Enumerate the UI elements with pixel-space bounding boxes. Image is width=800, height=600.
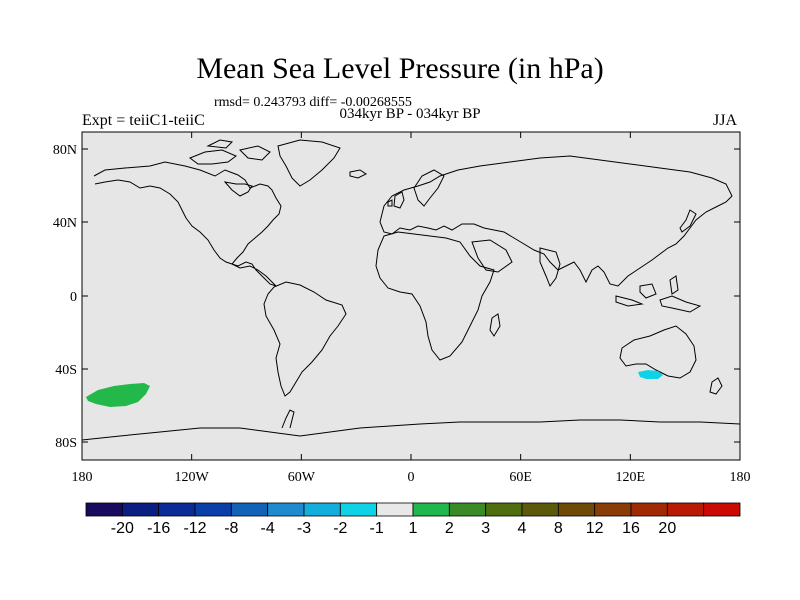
africa-coast — [375, 231, 495, 361]
colorbar-swatch — [557, 502, 596, 517]
lat-tick-label: 80S — [55, 436, 77, 451]
colorbar-label: 16 — [622, 520, 640, 537]
colorbar-swatch — [485, 502, 523, 517]
map-title: Mean Sea Level Pressure (in hPa) — [196, 52, 604, 85]
colorbar-swatch — [594, 502, 632, 517]
colorbar — [85, 502, 741, 517]
colorbar-swatch — [412, 502, 450, 517]
lon-tick-label: 0 — [408, 470, 415, 485]
anomaly-south-of-australia — [638, 370, 663, 379]
colorbar-label: 12 — [586, 520, 604, 537]
new-zealand — [709, 377, 723, 395]
colorbar-swatch — [521, 502, 559, 517]
north-america-coast — [93, 161, 282, 287]
colorbar-label: 3 — [481, 520, 490, 537]
latitude-axis: 80N 40N 0 40S 80S — [53, 143, 740, 451]
longitude-axis: 180 120W 60W 0 60E 120E 180 — [72, 132, 751, 485]
indonesia — [615, 275, 702, 313]
eurasia-coast — [379, 155, 733, 287]
greenland — [277, 139, 341, 187]
lat-tick-label: 40S — [55, 363, 77, 378]
colorbar-label: -4 — [261, 520, 275, 537]
colorbar-swatch — [230, 502, 269, 517]
colorbar-swatch — [703, 502, 741, 517]
coastlines — [81, 139, 741, 441]
colorbar-label: -1 — [370, 520, 384, 537]
colorbar-swatch — [267, 502, 305, 517]
anomaly-south-pacific — [86, 383, 150, 407]
colorbar-label: 2 — [445, 520, 454, 537]
antarctic-peninsula — [281, 409, 295, 429]
south-america-coast — [263, 281, 347, 397]
lat-tick-label: 80N — [53, 143, 77, 158]
lat-tick-label: 0 — [70, 290, 77, 305]
lon-tick-label: 120E — [616, 470, 646, 485]
colorbar-swatch — [85, 502, 123, 517]
rmsd-stats: rmsd= 0.243793 diff= -0.00268555 — [214, 95, 412, 110]
colorbar-swatch — [158, 502, 196, 517]
colorbar-label: -20 — [111, 520, 134, 537]
lon-tick-label: 60W — [288, 470, 316, 485]
antarctica — [81, 419, 741, 441]
colorbar-swatch — [666, 502, 705, 517]
colorbar-swatch — [448, 502, 487, 517]
arabia — [471, 239, 513, 273]
scandinavia — [413, 169, 445, 207]
lon-tick-label: 180 — [730, 470, 751, 485]
colorbar-swatch — [630, 502, 668, 517]
colorbar-swatch — [194, 502, 232, 517]
british-isles — [387, 191, 405, 209]
period-subtitle: 034kyr BP - 034kyr BP — [339, 106, 481, 122]
colorbar-swatch — [376, 502, 414, 517]
japan — [679, 209, 697, 233]
colorbar-label: 8 — [554, 520, 563, 537]
arctic-islands — [188, 139, 271, 165]
lat-tick-label: 40N — [53, 216, 77, 231]
colorbar-label: -16 — [147, 520, 170, 537]
colorbar-label: -12 — [183, 520, 206, 537]
colorbar-label: 1 — [409, 520, 418, 537]
map-panel — [82, 132, 740, 460]
iceland — [349, 169, 367, 179]
experiment-label: Expt = teiiC1-teiiC — [82, 112, 205, 129]
madagascar — [489, 313, 501, 337]
colorbar-labels: -20 -16 -12 -8 -4 -3 -2 -1 1 2 3 4 8 12 16 20 — [111, 520, 677, 537]
lon-tick-label: 60E — [509, 470, 532, 485]
season-label: JJA — [713, 112, 738, 129]
lon-tick-label: 180 — [72, 470, 93, 485]
colorbar-label: -8 — [224, 520, 238, 537]
hudson-bay — [223, 181, 253, 197]
colorbar-label: -3 — [297, 520, 311, 537]
lon-tick-label: 120W — [175, 470, 210, 485]
colorbar-label: 4 — [518, 520, 527, 537]
colorbar-swatch — [303, 502, 341, 517]
colorbar-label: -2 — [333, 520, 347, 537]
india — [539, 247, 561, 288]
colorbar-swatch — [339, 502, 378, 517]
colorbar-swatch — [121, 502, 160, 517]
colorbar-label: 20 — [658, 520, 676, 537]
australia — [619, 325, 697, 379]
